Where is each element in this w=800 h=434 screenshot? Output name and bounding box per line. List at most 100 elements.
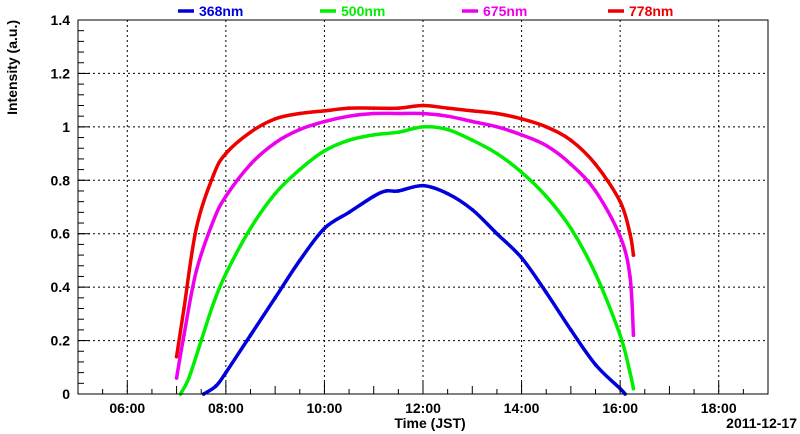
data-point — [371, 111, 376, 116]
data-point — [421, 111, 425, 116]
data-point — [182, 306, 186, 311]
data-point — [224, 370, 228, 375]
data-point — [347, 138, 351, 143]
series-lines — [174, 103, 636, 396]
data-point — [631, 333, 636, 338]
data-point — [628, 231, 632, 236]
data-point — [273, 296, 277, 300]
data-point — [322, 119, 327, 124]
data-point — [470, 138, 475, 143]
data-point — [593, 271, 598, 276]
data-point — [224, 151, 228, 156]
axis-ticks — [77, 19, 769, 395]
data-point — [248, 226, 253, 231]
x-axis-title: Time (JST) — [394, 415, 465, 431]
x-tick-label: 16:00 — [602, 400, 638, 416]
data-point — [445, 127, 450, 132]
data-point — [194, 269, 199, 273]
data-point — [593, 162, 598, 167]
data-point — [297, 111, 302, 116]
data-point — [495, 231, 499, 236]
data-point — [593, 189, 598, 193]
data-point — [519, 117, 524, 121]
data-point — [273, 141, 277, 145]
data-point — [495, 111, 499, 116]
data-point — [445, 114, 450, 118]
data-point — [371, 194, 376, 199]
x-tick-label: 18:00 — [701, 400, 737, 416]
y-tick-label: 0.8 — [51, 172, 71, 188]
x-tick-label: 12:00 — [405, 400, 441, 416]
data-point — [631, 386, 636, 391]
data-point — [470, 207, 475, 212]
data-point — [211, 218, 216, 223]
data-point — [396, 106, 401, 110]
legend-label: 778nm — [629, 3, 673, 19]
data-point — [248, 162, 253, 167]
data-point — [396, 111, 401, 116]
data-point — [182, 333, 186, 338]
data-point — [396, 130, 401, 134]
data-point — [631, 253, 636, 257]
data-point — [371, 106, 376, 110]
data-point — [470, 109, 475, 113]
y-tick-label: 0.2 — [51, 333, 71, 349]
legend-label: 368nm — [199, 3, 243, 19]
data-point — [495, 125, 499, 129]
legend-label: 675nm — [483, 3, 527, 19]
y-axis-title: Intensity (a.u.) — [4, 20, 20, 115]
y-tick-label: 0.6 — [51, 226, 71, 242]
data-point — [569, 138, 573, 143]
x-tick-label: 14:00 — [504, 400, 540, 416]
data-point — [371, 133, 376, 137]
data-point — [273, 117, 277, 121]
data-point — [544, 290, 549, 295]
data-point — [214, 384, 218, 388]
data-point — [211, 301, 216, 305]
data-point — [628, 274, 632, 279]
data-point — [495, 151, 499, 156]
data-point — [618, 333, 622, 338]
date-label: 2011-12-17 — [726, 415, 797, 431]
data-point — [628, 370, 632, 375]
data-point — [194, 226, 199, 231]
data-point — [322, 149, 327, 153]
data-point — [187, 376, 191, 380]
data-point — [347, 114, 351, 118]
data-point — [174, 376, 179, 380]
data-point — [322, 226, 327, 231]
data-point — [569, 226, 573, 231]
data-point — [211, 173, 216, 177]
data-point — [421, 183, 425, 188]
data-point — [421, 103, 425, 108]
data-point — [347, 210, 351, 215]
data-point — [519, 170, 524, 175]
data-point — [593, 362, 598, 367]
data-point — [544, 125, 549, 129]
data-point — [421, 125, 425, 129]
x-tick-label: 06:00 — [109, 400, 145, 416]
legend-label: 500nm — [341, 3, 385, 19]
y-tick-label: 1 — [62, 119, 70, 135]
data-point — [224, 271, 228, 276]
data-point — [248, 130, 253, 134]
data-point — [297, 167, 302, 172]
data-point — [297, 127, 302, 132]
axis-tick-labels: 06:00 08:00 10:00 12:00 14:00 16:00 18:00 0 0.2 0… — [51, 12, 737, 416]
legend: 368nm 500nm 675nm 778nm — [178, 3, 673, 19]
data-point — [273, 191, 277, 196]
data-point — [470, 119, 475, 124]
data-point — [224, 194, 228, 199]
data-point — [297, 258, 302, 263]
grid-lines — [78, 19, 768, 395]
y-tick-label: 1.4 — [51, 12, 71, 28]
data-point — [174, 354, 179, 359]
data-point — [569, 162, 573, 167]
data-point — [618, 199, 622, 204]
y-tick-label: 1.2 — [51, 65, 71, 81]
data-point — [519, 133, 524, 137]
data-point — [396, 189, 401, 193]
y-tick-label: 0.4 — [51, 279, 71, 295]
data-point — [544, 194, 549, 199]
